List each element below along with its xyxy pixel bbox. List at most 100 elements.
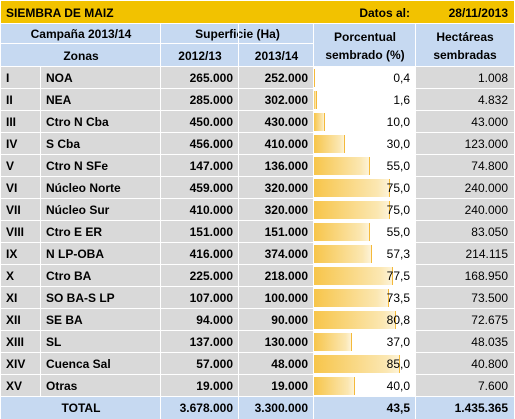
zone-name: Núcleo Sur — [41, 199, 161, 221]
campaign-header: Campaña 2013/14 — [1, 24, 161, 44]
surface-curr: 19.000 — [239, 375, 314, 397]
sheet-title: SIEMBRA DE MAIZ — [1, 1, 314, 24]
year-prev-header: 2012/13 — [161, 44, 239, 67]
percent-cell: 75,0 — [314, 199, 416, 221]
percent-cell: 73,5 — [314, 287, 416, 309]
hectares-value: 43.000 — [416, 111, 514, 133]
percent-bar — [314, 267, 393, 285]
surface-curr: 90.000 — [239, 309, 314, 331]
percent-value: 80,8 — [386, 313, 410, 327]
grid-line — [160, 24, 161, 419]
percent-cell: 85,0 — [314, 353, 416, 375]
surface-prev: 137.000 — [161, 331, 239, 353]
percent-header: Porcentual sembrado (%) — [314, 24, 416, 67]
zone-number: II — [1, 89, 41, 111]
percent-cell: 55,0 — [314, 155, 416, 177]
zone-name: Ctro N SFe — [41, 155, 161, 177]
percent-bar — [314, 311, 396, 329]
total-label: TOTAL — [1, 397, 161, 419]
hectares-value: 1.008 — [416, 67, 514, 89]
grid-line — [1, 23, 514, 24]
zone-number: XII — [1, 309, 41, 331]
percent-bar — [314, 91, 317, 109]
surface-prev: 410.000 — [161, 199, 239, 221]
surface-header: Superficie (Ha) — [161, 24, 314, 44]
hectares-value: 240.000 — [416, 177, 514, 199]
surface-curr: 374.000 — [239, 243, 314, 265]
zone-number: IV — [1, 133, 41, 155]
percent-cell: 10,0 — [314, 111, 416, 133]
zone-number: V — [1, 155, 41, 177]
surface-prev: 3.678.000 — [161, 397, 239, 419]
percent-bar — [314, 157, 370, 175]
percent-cell: 37,0 — [314, 331, 416, 353]
percent-bar — [314, 377, 355, 395]
surface-prev: 107.000 — [161, 287, 239, 309]
surface-curr: 430.000 — [239, 111, 314, 133]
grid-line — [1, 43, 314, 44]
percent-bar — [314, 355, 400, 373]
surface-prev: 19.000 — [161, 375, 239, 397]
percent-value: 37,0 — [386, 335, 410, 349]
percent-value: 10,0 — [386, 115, 410, 129]
zone-number: XI — [1, 287, 41, 309]
percent-cell: 57,3 — [314, 243, 416, 265]
hectares-value: 73.500 — [416, 287, 514, 309]
surface-prev: 57.000 — [161, 353, 239, 375]
zone-name: NEA — [41, 89, 161, 111]
grid-line — [1, 110, 514, 111]
zone-number: III — [1, 111, 41, 133]
percent-bar — [314, 333, 352, 351]
hectares-value: 214.115 — [416, 243, 514, 265]
percent-bar — [314, 289, 389, 307]
surface-prev: 225.000 — [161, 265, 239, 287]
percent-value: 55,0 — [386, 225, 410, 239]
zone-name: N LP-OBA — [41, 243, 161, 265]
zone-name: Núcleo Norte — [41, 177, 161, 199]
zone-number: X — [1, 265, 41, 287]
surface-prev: 450.000 — [161, 111, 239, 133]
percent-bar — [314, 223, 370, 241]
percent-value: 57,3 — [386, 247, 410, 261]
zone-number: VIII — [1, 221, 41, 243]
percent-value: 55,0 — [386, 159, 410, 173]
zone-name: Otras — [41, 375, 161, 397]
hectares-header-line2: sembradas — [433, 47, 497, 62]
percent-cell: 30,0 — [314, 133, 416, 155]
zone-number: VII — [1, 199, 41, 221]
grid-line — [1, 264, 514, 265]
date-value: 28/11/2013 — [416, 1, 514, 24]
grid-line — [1, 374, 514, 375]
hectares-value: 40.800 — [416, 353, 514, 375]
hectares-value: 4.832 — [416, 89, 514, 111]
hectares-value: 240.000 — [416, 199, 514, 221]
zone-name: Ctro N Cba — [41, 111, 161, 133]
surface-prev: 265.000 — [161, 67, 239, 89]
percent-value: 1,6 — [393, 93, 410, 107]
surface-curr: 100.000 — [239, 287, 314, 309]
percent-header-line1: Porcentual — [333, 29, 396, 44]
surface-prev: 285.000 — [161, 89, 239, 111]
zone-number: VI — [1, 177, 41, 199]
zone-name: S Cba — [41, 133, 161, 155]
percent-bar — [314, 179, 390, 197]
grid-line — [1, 242, 514, 243]
zone-number: IX — [1, 243, 41, 265]
percent-value: 0,4 — [393, 71, 410, 85]
percent-bar — [314, 135, 345, 153]
surface-prev: 459.000 — [161, 177, 239, 199]
hectares-value: 74.800 — [416, 155, 514, 177]
surface-curr: 3.300.000 — [239, 397, 314, 419]
grid-line — [1, 154, 514, 155]
percent-value: 30,0 — [386, 137, 410, 151]
hectares-value: 168.950 — [416, 265, 514, 287]
hectares-header: Hectáreas sembradas — [416, 24, 514, 67]
surface-prev: 94.000 — [161, 309, 239, 331]
percent-cell: 0,4 — [314, 67, 416, 89]
percent-bar — [314, 113, 325, 131]
hectares-value: 72.675 — [416, 309, 514, 331]
percent-value: 77,5 — [386, 269, 410, 283]
grid-line — [238, 24, 239, 419]
grid-line — [1, 132, 514, 133]
year-curr-header: 2013/14 — [239, 44, 314, 67]
